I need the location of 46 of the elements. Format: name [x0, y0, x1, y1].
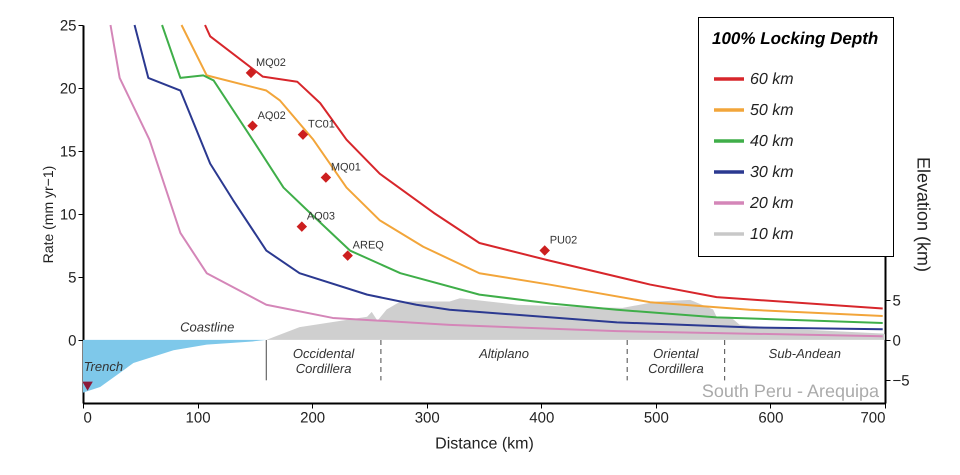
ref-line-label: Coastline: [180, 319, 234, 334]
point: [320, 172, 332, 183]
x-axis-title: Distance (km): [435, 436, 534, 452]
y-tick-label: 10: [60, 206, 76, 224]
y2-tick-label: 0: [892, 332, 901, 350]
y2-tick-label: −5: [892, 372, 910, 390]
legend-title: 100% Locking Depth: [712, 29, 878, 48]
point: [342, 250, 353, 261]
point: [539, 245, 550, 256]
annotation: MQ02: [256, 56, 286, 69]
annotation: Sub-Andean: [768, 346, 841, 361]
legend-label: 60 km: [750, 71, 794, 88]
y-tick-label: 25: [60, 18, 76, 34]
point: [296, 221, 308, 232]
x-tick-label: 600: [758, 410, 784, 426]
legend-label: 50 km: [750, 102, 794, 119]
legend-label: 40 km: [750, 133, 794, 150]
legend-label: 20 km: [749, 195, 794, 212]
y-axis-title: Rate (mm yr−1): [40, 166, 56, 264]
x-tick-label: 100: [186, 410, 211, 426]
annotation: AQ02: [258, 110, 286, 122]
x-tick-label: 700: [860, 410, 886, 426]
legend-label: 10 km: [750, 226, 794, 243]
annotation: Occidental Cordillera: [292, 346, 356, 376]
series-label: Trench: [84, 359, 124, 374]
legend-label: 30 km: [750, 164, 794, 181]
annotation: Oriental Cordillera: [648, 346, 704, 376]
x-tick-label: 500: [644, 410, 669, 426]
y-tick-label: 5: [68, 270, 76, 286]
y2-axis-title: Elevation (km): [914, 156, 934, 272]
x-tick-label: 300: [414, 410, 440, 426]
y2-tick-label: 5: [892, 292, 901, 310]
y-tick-label: 15: [60, 144, 76, 160]
x-tick-label: 200: [300, 410, 326, 426]
x-tick-label: 0: [84, 410, 92, 426]
annotation: Altiplano: [478, 346, 529, 361]
annotation: South Peru - Arequipa: [702, 381, 880, 401]
y-tick-label: 0: [68, 332, 76, 350]
annotation: AREQ: [352, 240, 384, 252]
point: [247, 120, 258, 132]
annotation: PU02: [550, 234, 578, 247]
annotation: TC01: [308, 118, 335, 131]
y-tick-label: 20: [60, 80, 76, 98]
point: [246, 68, 256, 78]
point: [298, 129, 308, 140]
x-tick-label: 400: [529, 410, 554, 426]
